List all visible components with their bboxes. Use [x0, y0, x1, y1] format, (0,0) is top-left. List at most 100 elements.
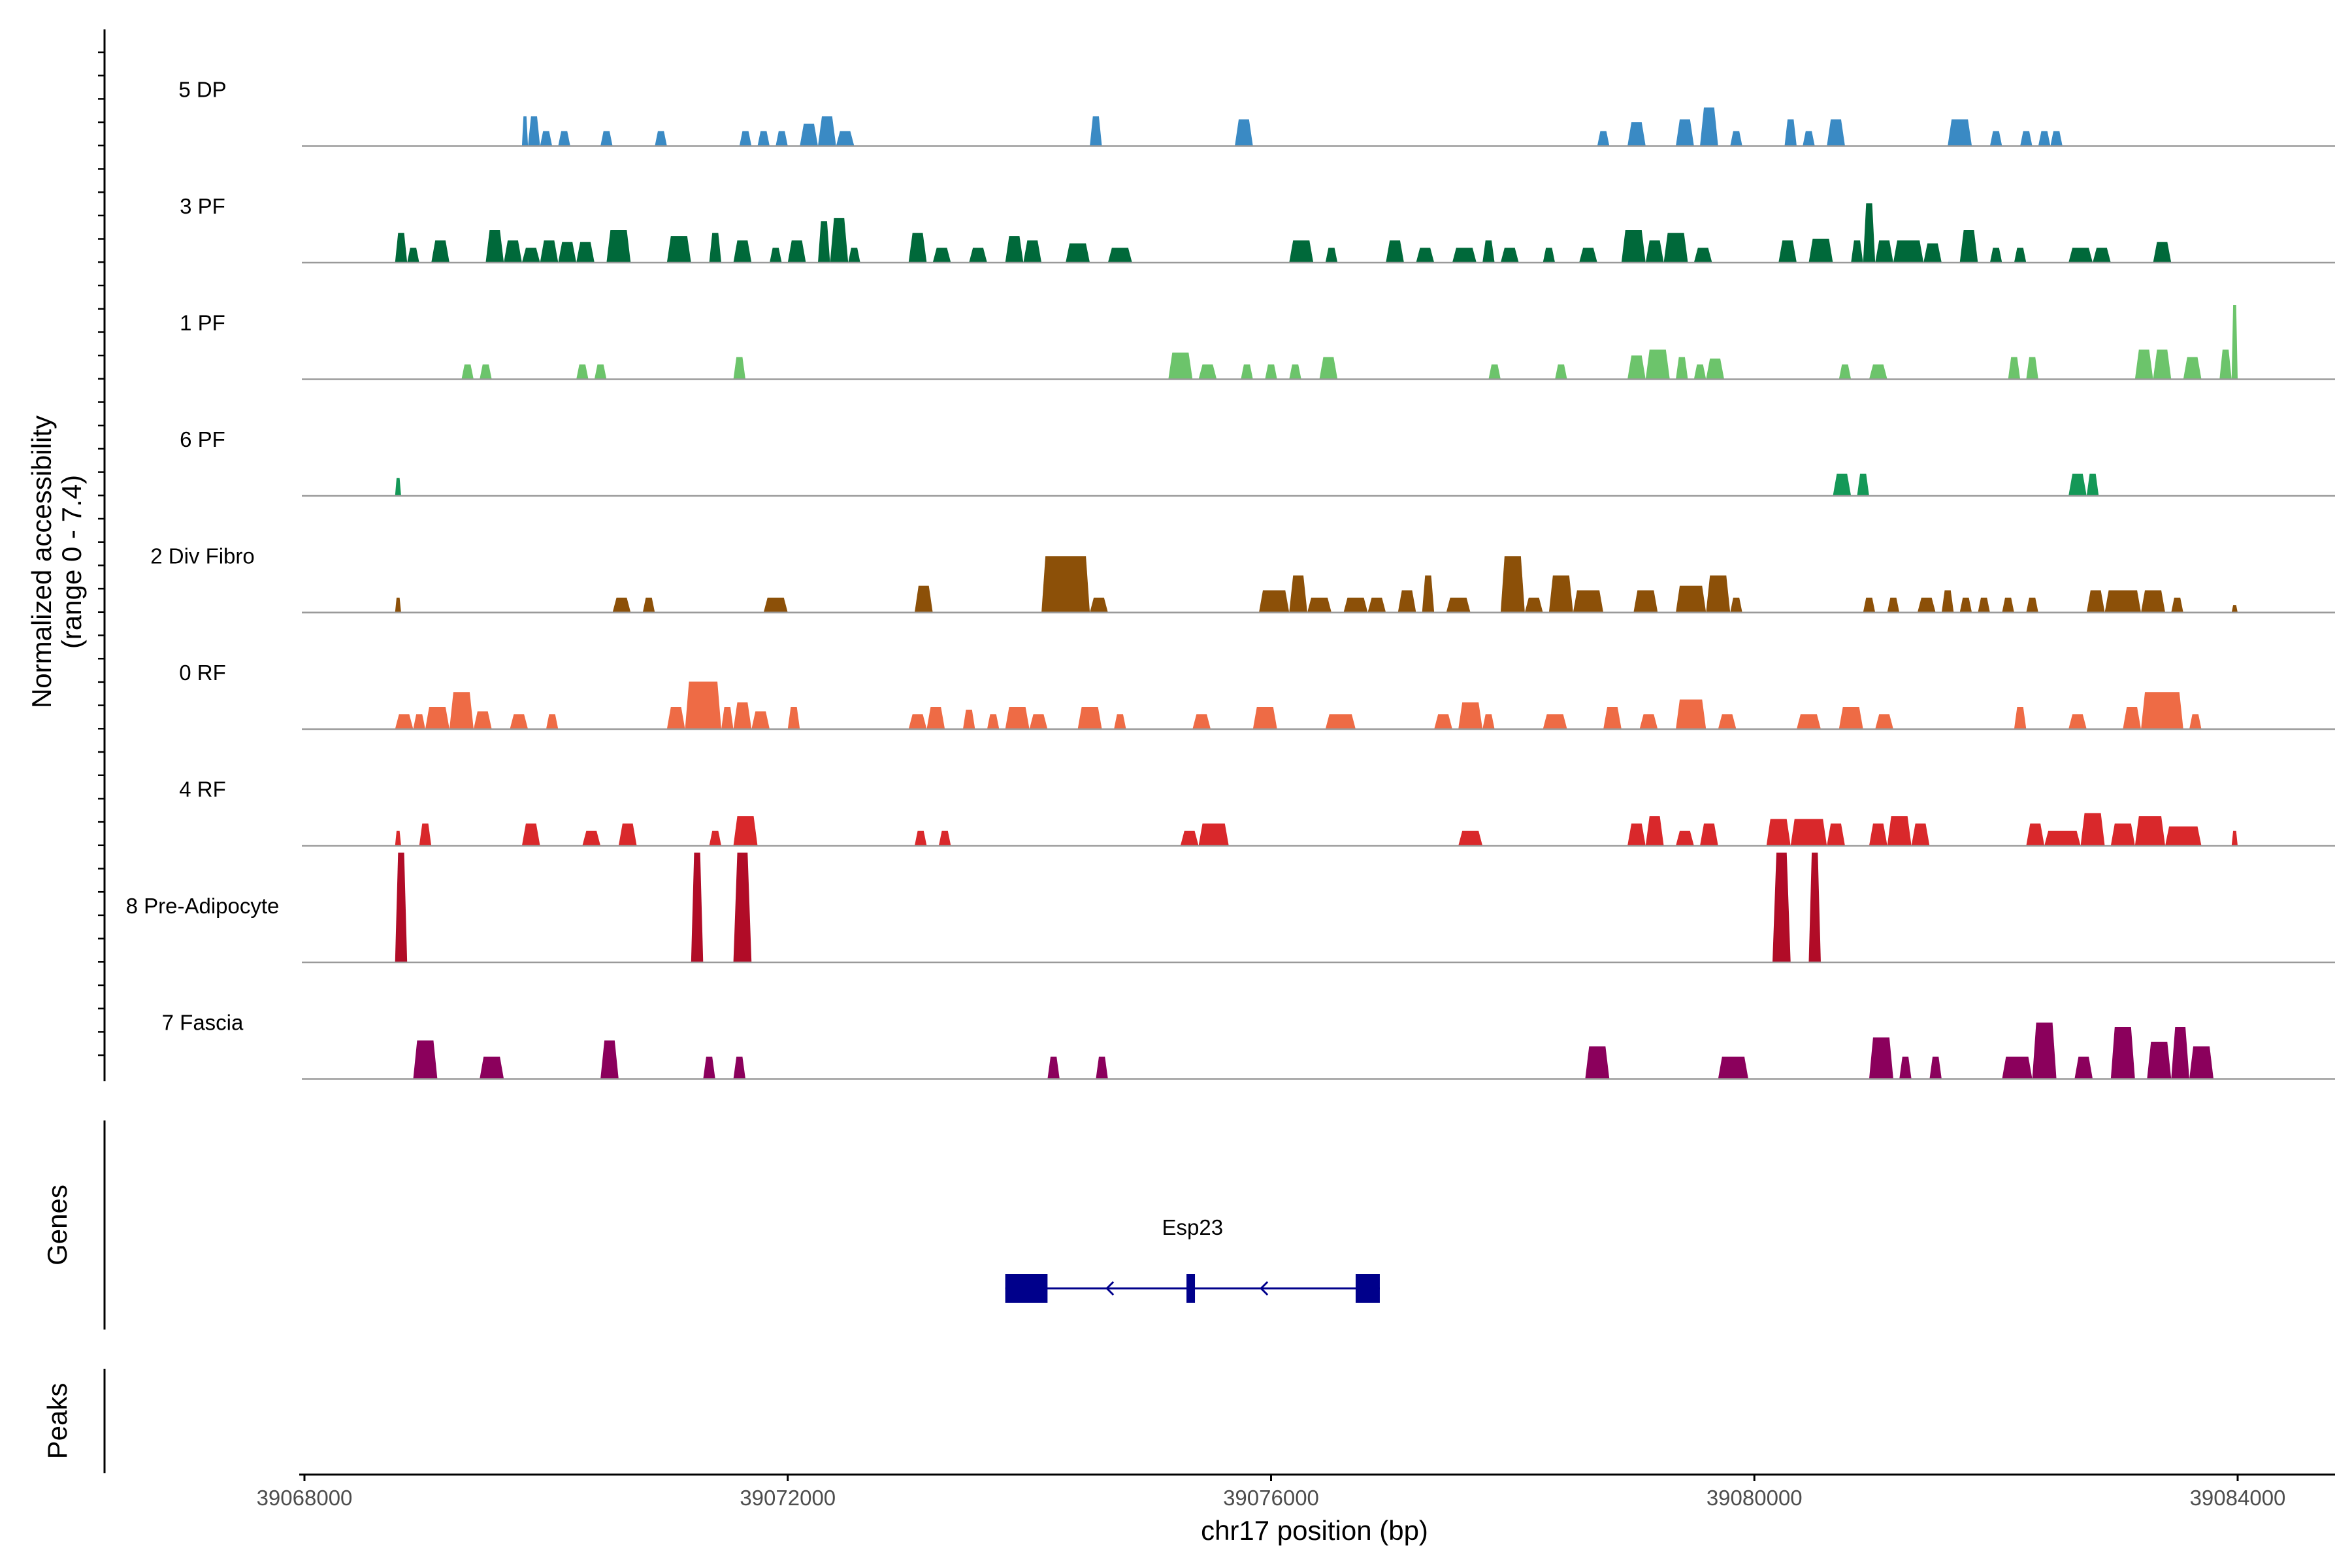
gene-name: Esp23: [1162, 1215, 1224, 1239]
peak: [480, 1056, 504, 1079]
peak: [1869, 1037, 1893, 1079]
peak: [606, 230, 631, 263]
track-4-rf: 4 RF: [179, 777, 2335, 847]
track-label: 3 PF: [180, 194, 225, 218]
peak: [1887, 816, 1912, 846]
peak: [2141, 590, 2166, 613]
peak: [1645, 350, 1670, 380]
peak: [425, 706, 449, 729]
peak: [1416, 248, 1435, 263]
peak: [1114, 714, 1126, 729]
peak: [594, 364, 607, 380]
peak: [2183, 357, 2202, 380]
peak: [504, 240, 522, 263]
peak: [1386, 240, 1404, 263]
peak: [395, 478, 401, 496]
track-8-pre-adipocyte: 8 Pre-Adipocyte: [126, 853, 2335, 964]
peak: [1259, 590, 1290, 613]
strand-arrow: [1260, 1281, 1269, 1296]
peak: [1808, 238, 1833, 263]
peak: [1029, 714, 1048, 729]
peak: [510, 714, 529, 729]
peak: [1676, 357, 1688, 380]
peak: [1422, 575, 1435, 613]
peak: [2231, 605, 2238, 613]
peak: [1041, 556, 1090, 613]
peak: [600, 1040, 619, 1079]
peak: [1367, 597, 1386, 613]
coverage-tracks: 5 DP 3 PF 1 PF 6 PF 2 Div Fibro 0 RF 4 RF 8 Pre…: [126, 78, 2335, 1080]
peak: [1627, 355, 1646, 380]
peak: [1730, 597, 1742, 613]
peak: [1289, 240, 1314, 263]
peak: [969, 248, 987, 263]
peak: [2219, 350, 2232, 380]
peak: [787, 706, 800, 729]
peak: [2068, 714, 2087, 729]
peak: [2134, 816, 2166, 846]
peak: [600, 131, 613, 146]
x-axis: 39068000 39072000 39076000 39080000 39084000: [257, 1473, 2335, 1510]
peak: [1978, 597, 1990, 613]
peak: [2171, 1027, 2190, 1079]
peak: [1090, 116, 1102, 146]
peak: [431, 240, 449, 263]
peak: [2026, 597, 2038, 613]
peak: [1959, 597, 1972, 613]
peak: [1827, 119, 1845, 146]
peak: [666, 236, 691, 263]
peak: [2141, 692, 2183, 729]
peak: [2050, 131, 2063, 146]
track-7-fascia: 7 Fascia: [162, 1011, 2335, 1080]
y-axis-title: Normalized accessibility(range 0 - 7.4): [26, 416, 87, 708]
peak: [733, 702, 752, 729]
track-label: 0 RF: [179, 661, 226, 685]
peak: [1446, 597, 1471, 613]
genes-panel: Genes Esp23: [42, 1120, 1380, 1330]
peak: [1778, 240, 1797, 263]
x-tick-label: 39072000: [740, 1486, 836, 1510]
peak: [1869, 364, 1887, 380]
peak: [2008, 357, 2021, 380]
y-axis-title-line: (range 0 - 7.4): [56, 475, 87, 649]
x-axis-title: chr17 position (bp): [1201, 1515, 1428, 1546]
peak: [1627, 122, 1646, 146]
peak: [1989, 131, 2002, 146]
peak: [1047, 1056, 1060, 1079]
peak: [721, 706, 734, 729]
peak: [395, 714, 414, 729]
peak: [685, 681, 722, 729]
peak: [1718, 714, 1737, 729]
peak: [540, 131, 553, 146]
peak: [1676, 119, 1694, 146]
peak: [1198, 364, 1217, 380]
peak: [2110, 1027, 2135, 1079]
peak: [1989, 248, 2002, 263]
peak: [1005, 706, 1030, 729]
peak: [2171, 597, 2183, 613]
peak: [1096, 1056, 1108, 1079]
x-tick-label: 39084000: [2190, 1486, 2286, 1510]
peak: [1803, 131, 1815, 146]
peak: [763, 597, 788, 613]
peak: [1603, 706, 1622, 729]
peak: [2068, 473, 2087, 496]
y-axis-title-line: Normalized accessibility: [26, 416, 57, 708]
track-label: 4 RF: [179, 777, 226, 802]
peak: [836, 131, 855, 146]
genes-panel-title: Genes: [42, 1184, 73, 1266]
peak: [655, 131, 667, 146]
peak: [817, 116, 836, 146]
peak: [1706, 358, 1725, 380]
peak: [1180, 830, 1199, 846]
peak: [1343, 597, 1368, 613]
peak: [2134, 350, 2153, 380]
peak: [2110, 823, 2135, 846]
peak: [1851, 240, 1863, 263]
peak: [1863, 597, 1876, 613]
track-label: 1 PF: [180, 311, 225, 335]
peak: [576, 242, 595, 263]
peak: [1959, 230, 1978, 263]
peak: [2002, 1056, 2033, 1079]
peak: [521, 248, 540, 263]
